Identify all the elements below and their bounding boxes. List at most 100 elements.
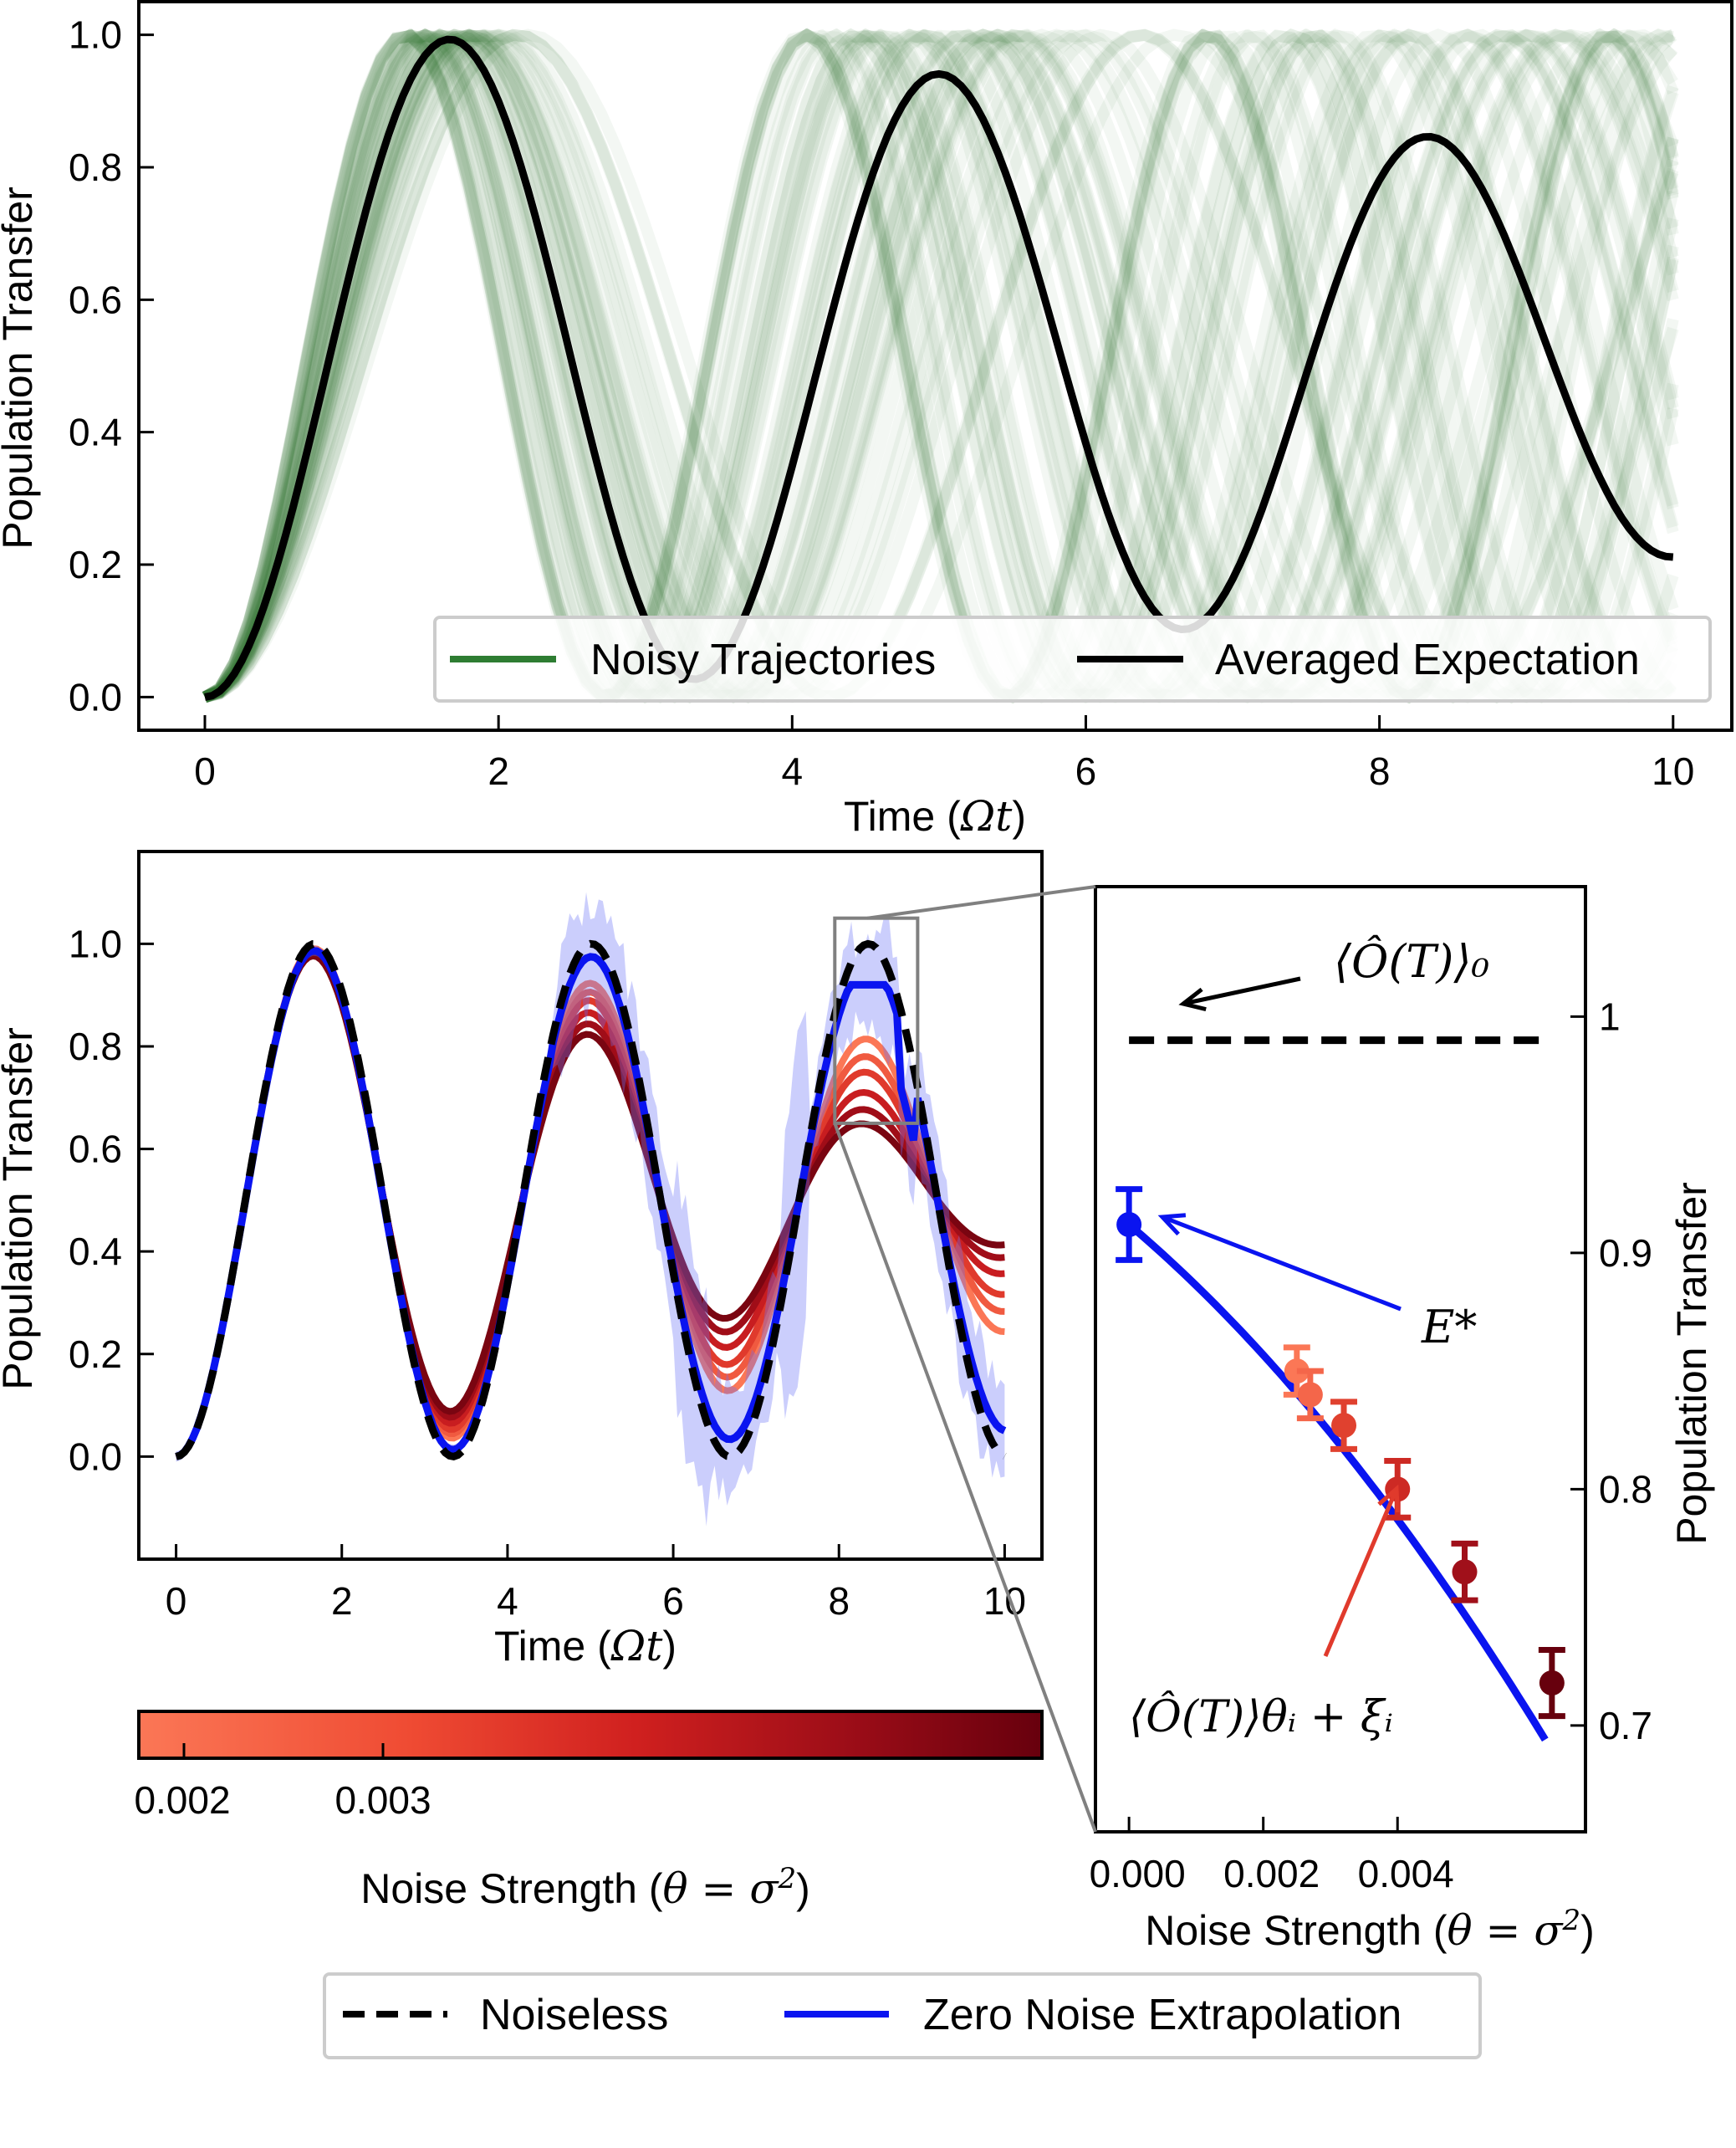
inset-x-tick-label: 0.000 bbox=[1090, 1852, 1186, 1895]
noisy-trajectory bbox=[202, 28, 1679, 703]
bl-y-tick-label: 0.0 bbox=[69, 1435, 122, 1478]
extrapolated-arrow-shaft bbox=[1162, 1215, 1402, 1312]
zne-uncertainty-band bbox=[176, 892, 1005, 1527]
legend-noiseless-label: Noiseless bbox=[480, 1991, 668, 2039]
bl-x-tick-label: 4 bbox=[497, 1579, 518, 1623]
top-x-tick-label: 8 bbox=[1369, 749, 1391, 793]
zoom-connector-top bbox=[867, 885, 1096, 920]
top-ticks: 0 2 4 6 8 10 0.0 0.2 0.4 0.6 0.8 1.0 bbox=[69, 13, 1694, 793]
measured-point-marker bbox=[1539, 1670, 1565, 1696]
bl-y-tick-label: 0.2 bbox=[69, 1332, 122, 1376]
noisy-trajectory bbox=[202, 28, 1679, 704]
bl-x-tick-label: 2 bbox=[331, 1579, 353, 1623]
inset-y-tick-label: 0.9 bbox=[1599, 1231, 1652, 1275]
bl-x-tick-label: 8 bbox=[828, 1579, 850, 1623]
noiseless-arrow-shaft bbox=[1182, 976, 1301, 1006]
noisy-trajectory bbox=[202, 29, 1679, 704]
bl-y-tick-label: 0.6 bbox=[69, 1128, 122, 1171]
extrapolated-point-marker bbox=[1116, 1211, 1142, 1237]
bl-y-tick-label: 0.4 bbox=[69, 1230, 122, 1273]
noisy-trajectory bbox=[202, 29, 1679, 703]
top-y-tick-label: 0.2 bbox=[69, 543, 122, 586]
legend-average-label: Averaged Expectation bbox=[1215, 636, 1640, 684]
inset-fit-line bbox=[1126, 1221, 1549, 1742]
noisy-trajectory bbox=[203, 29, 1677, 703]
inset-y-tick-label: 0.8 bbox=[1599, 1467, 1652, 1511]
noisy-trajectory bbox=[202, 28, 1679, 703]
bottom-left-axes-frame bbox=[137, 850, 1044, 1561]
noisy-trajectory bbox=[202, 28, 1679, 703]
noisy-trajectory bbox=[202, 28, 1679, 703]
measured-point-marker bbox=[1452, 1559, 1478, 1585]
colorbar: 0.002 0.003 Noise Strength (θ = σ2) bbox=[134, 1710, 1044, 1913]
inset-panel: ⟨Ô(T)⟩₀E*⟨Ô(T)⟩θᵢ + ξᵢ 0.000 0.002 0.0040.… bbox=[1090, 885, 1715, 1955]
top-y-tick-label: 0.0 bbox=[69, 675, 122, 719]
top-axes-frame bbox=[137, 0, 1733, 732]
legend-noisy-label: Noisy Trajectories bbox=[590, 636, 936, 684]
top-plot-area bbox=[202, 28, 1679, 704]
legend-zne-label: Zero Noise Extrapolation bbox=[923, 1991, 1402, 2039]
colorbar-label: Noise Strength (θ = σ2) bbox=[360, 1862, 810, 1913]
noisy-trajectory bbox=[202, 28, 1679, 703]
annotation-measured: ⟨Ô(T)⟩θᵢ + ξᵢ bbox=[1129, 1690, 1393, 1742]
noisy-trajectory bbox=[202, 28, 1679, 703]
noisy-trajectory bbox=[202, 28, 1679, 703]
inset-x-tick-label: 0.004 bbox=[1358, 1852, 1454, 1895]
bl-y-tick-label: 1.0 bbox=[69, 922, 122, 965]
bottom-left-x-axis-label: Time (Ωt) bbox=[494, 1622, 677, 1670]
top-y-axis-label: Population Transfer bbox=[0, 187, 41, 550]
averaged-expectation-line bbox=[204, 35, 1674, 701]
bottom-left-y-axis-label: Population Transfer bbox=[0, 1027, 41, 1390]
top-panel: 0 2 4 6 8 10 0.0 0.2 0.4 0.6 0.8 1.0 Time (Ωt) Popu… bbox=[0, 0, 1733, 841]
top-y-tick-label: 1.0 bbox=[69, 13, 122, 57]
top-x-axis-label: Time (Ωt) bbox=[844, 792, 1026, 841]
extrapolated-arrow-head bbox=[1157, 1213, 1187, 1236]
noisy-trajectory bbox=[202, 28, 1679, 704]
noisy-trajectory bbox=[202, 28, 1679, 704]
noisy-trajectory bbox=[202, 28, 1679, 703]
top-y-tick-label: 0.8 bbox=[69, 146, 122, 189]
colorbar-tick-1: 0.003 bbox=[334, 1778, 431, 1822]
noisy-trajectory bbox=[202, 28, 1679, 704]
measured-point-marker bbox=[1284, 1358, 1310, 1384]
inset-y-tick-label: 1 bbox=[1599, 995, 1621, 1038]
noisy-trajectory bbox=[202, 28, 1679, 703]
inset-x-tick-label: 0.002 bbox=[1223, 1852, 1320, 1895]
annotation-extrapolated: E* bbox=[1421, 1301, 1477, 1353]
noisy-trajectory bbox=[202, 28, 1679, 703]
colorbar-tick-0: 0.002 bbox=[134, 1778, 230, 1822]
bl-x-tick-label: 0 bbox=[166, 1579, 187, 1623]
inset-axes-frame bbox=[1094, 885, 1587, 1833]
measured-arrow-shaft bbox=[1323, 1488, 1399, 1657]
annotation-noiseless: ⟨Ô(T)⟩₀ bbox=[1334, 934, 1489, 988]
measured-point-marker bbox=[1297, 1382, 1323, 1408]
bottom-left-plot-area bbox=[175, 892, 1007, 1527]
bl-y-tick-label: 0.8 bbox=[69, 1025, 122, 1068]
inset-x-axis-label: Noise Strength (θ = σ2) bbox=[1145, 1904, 1595, 1955]
top-y-tick-label: 0.4 bbox=[69, 411, 122, 454]
noisy-trajectory bbox=[202, 28, 1679, 703]
zne-line bbox=[175, 947, 1007, 1460]
top-x-tick-label: 6 bbox=[1075, 749, 1097, 793]
top-x-tick-label: 10 bbox=[1652, 749, 1694, 793]
inset-ticks: 0.000 0.002 0.004 0.7 0.8 0.9 1 bbox=[1090, 995, 1652, 1895]
bl-x-tick-label: 6 bbox=[662, 1579, 684, 1623]
noisy-trajectory bbox=[202, 28, 1679, 703]
noisy-trajectory bbox=[202, 28, 1679, 704]
bottom-legend: Noiseless Zero Noise Extrapolation bbox=[323, 1972, 1482, 2059]
noisy-trajectory bbox=[202, 28, 1679, 703]
measured-arrow-head bbox=[1377, 1484, 1400, 1513]
top-legend: Noisy Trajectories Averaged Expectation bbox=[433, 616, 1712, 703]
top-x-tick-label: 2 bbox=[488, 749, 509, 793]
inset-y-axis-label: Population Transfer bbox=[1668, 1182, 1715, 1545]
top-x-tick-label: 4 bbox=[782, 749, 804, 793]
top-y-tick-label: 0.6 bbox=[69, 278, 122, 321]
inset-y-tick-label: 0.7 bbox=[1599, 1704, 1652, 1747]
noisy-trajectory bbox=[203, 28, 1678, 703]
measured-point-marker bbox=[1331, 1413, 1357, 1439]
noisy-trajectory bbox=[202, 28, 1679, 703]
inset-plot-area: ⟨Ô(T)⟩₀ E* ⟨Ô(T)⟩θᵢ + ξᵢ bbox=[1116, 934, 1565, 1742]
noiseless-dashed-line bbox=[175, 939, 1007, 1461]
zoom-connector-bottom bbox=[833, 1123, 1097, 1833]
